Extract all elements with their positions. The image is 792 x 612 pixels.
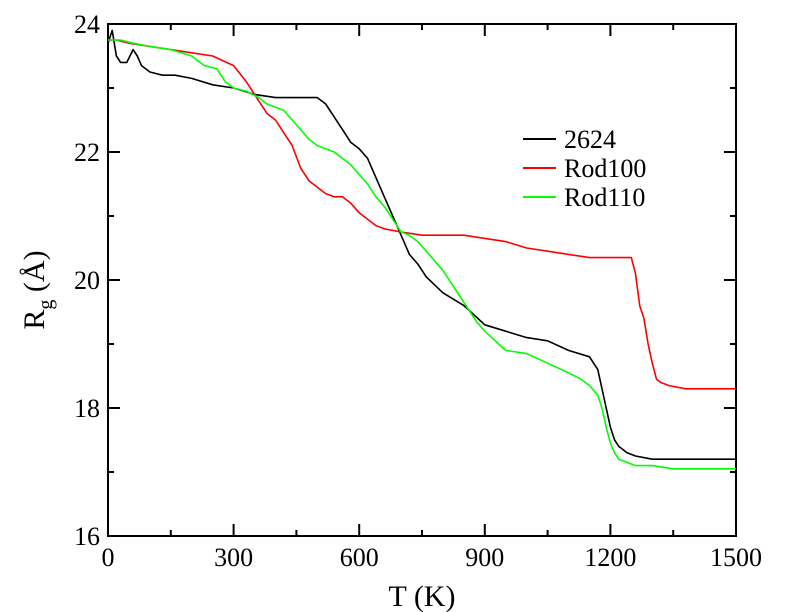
y-axis-label-subscript: g bbox=[35, 300, 57, 310]
y-tick-label: 18 bbox=[74, 394, 100, 423]
series-lines bbox=[107, 29, 736, 470]
x-tick-label: 0 bbox=[102, 543, 115, 572]
y-axis-label: Rg (Å) bbox=[18, 250, 57, 329]
y-tick-label: 22 bbox=[74, 138, 100, 167]
legend-label-2624: 2624 bbox=[564, 125, 616, 154]
x-tick-label: 300 bbox=[214, 543, 253, 572]
y-tick-label: 24 bbox=[74, 10, 100, 39]
series-line-rod110 bbox=[108, 39, 736, 470]
legend-label-rod100: Rod100 bbox=[564, 154, 646, 183]
y-axis-label-main: R bbox=[18, 310, 51, 330]
y-tick-label: 16 bbox=[74, 522, 100, 551]
y-axis-label-unit: (Å) bbox=[18, 250, 51, 299]
x-axis-label: T (K) bbox=[389, 580, 456, 612]
plot-frame bbox=[107, 23, 737, 537]
y-tick-label: 20 bbox=[74, 266, 100, 295]
axis-ticks bbox=[107, 23, 737, 537]
axis-tick-labels: 0 300 600 900 1200 1500 16 18 20 22 24 bbox=[74, 10, 762, 572]
legend-label-rod110: Rod110 bbox=[564, 183, 645, 212]
series-line-rod100 bbox=[108, 39, 736, 390]
x-tick-label: 600 bbox=[340, 543, 379, 572]
x-tick-label: 1200 bbox=[584, 543, 636, 572]
series-line-2624 bbox=[107, 29, 736, 461]
x-tick-label: 900 bbox=[465, 543, 504, 572]
x-tick-label: 1500 bbox=[710, 543, 762, 572]
